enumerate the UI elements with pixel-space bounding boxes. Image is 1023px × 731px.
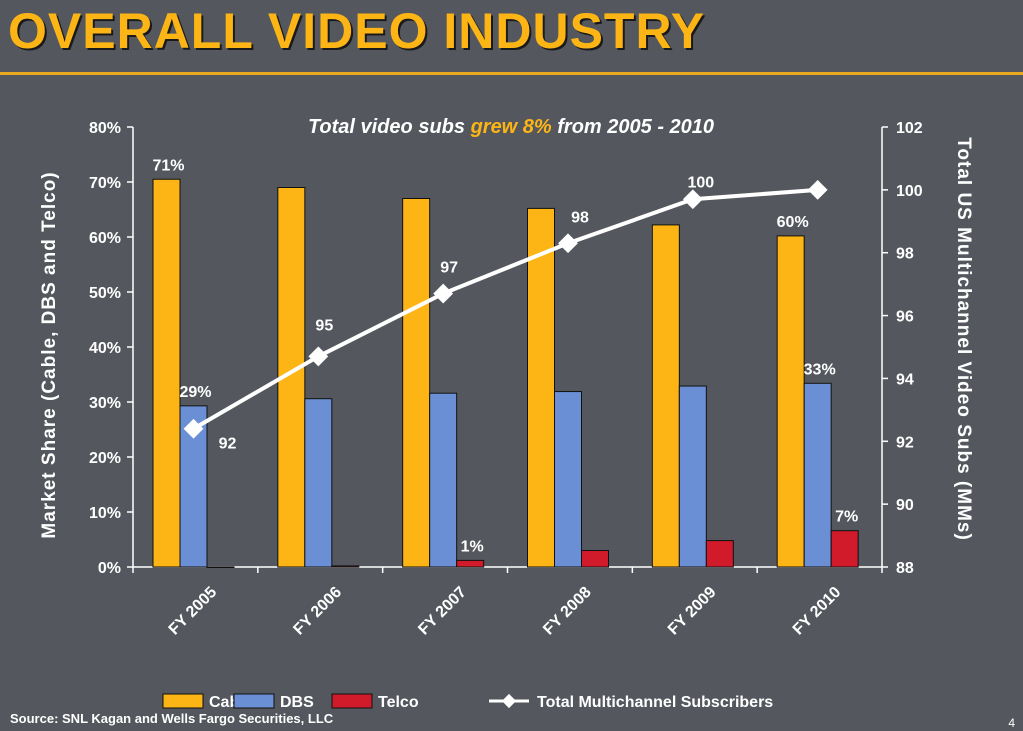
- total-subscribers-label: 97: [440, 260, 458, 277]
- chart-subtitle-part: Total video subs: [308, 116, 471, 138]
- legend-total-marker: [501, 693, 517, 709]
- left-tick-label: 50%: [89, 285, 121, 302]
- total-subscribers-point: [183, 418, 204, 439]
- total-subscribers-label: 92: [219, 436, 237, 453]
- total-subscribers-point: [558, 233, 578, 254]
- dbs-bar: [304, 398, 333, 568]
- right-tick-label: 92: [896, 434, 914, 451]
- total-subscribers-label: 95: [315, 317, 333, 334]
- legend-dbs-swatch: [233, 693, 275, 709]
- dbs-bar: [179, 405, 208, 568]
- total-subscribers-point: [807, 179, 828, 200]
- left-tick-label: 80%: [89, 120, 121, 137]
- telco-bar-label: 1%: [461, 538, 484, 555]
- dbs-bar-label: 33%: [804, 361, 836, 378]
- cable-bar: [776, 235, 805, 568]
- title-divider: [0, 72, 1023, 75]
- telco-bar: [581, 550, 609, 568]
- legend-dbs-label: DBS: [280, 694, 314, 711]
- x-tick-label: FY 2007: [415, 584, 470, 639]
- telco-bar: [705, 540, 734, 568]
- right-axis-title: Total US Multichannel Video Subs (MMs): [953, 137, 974, 541]
- right-tick-label: 90: [896, 497, 914, 514]
- left-tick-label: 20%: [89, 450, 121, 467]
- chart-subtitle: Total video subs grew 8% from 2005 - 201…: [308, 116, 714, 138]
- chart-subtitle-part: grew 8%: [470, 116, 552, 138]
- left-tick-label: 10%: [89, 505, 121, 522]
- right-tick-label: 94: [896, 371, 914, 388]
- right-tick-label: 100: [896, 183, 923, 200]
- total-subscribers-point: [682, 189, 703, 210]
- total-subscribers-point: [433, 283, 454, 304]
- left-tick-label: 40%: [89, 340, 121, 357]
- legend-cable-swatch: [162, 693, 204, 709]
- right-tick-label: 102: [896, 120, 923, 137]
- chart-subtitle-part: from 2005 - 2010: [552, 116, 714, 138]
- cable-bar: [527, 207, 555, 568]
- page-number: 4: [1008, 716, 1015, 730]
- left-tick-label: 0%: [98, 560, 121, 577]
- x-tick-label: FY 2006: [290, 584, 345, 639]
- left-axis-title: Market Share (Cable, DBS and Telco): [39, 171, 60, 538]
- total-subscribers-label: 100: [687, 174, 714, 191]
- right-tick-label: 98: [896, 246, 914, 263]
- total-subscribers-label: 98: [571, 209, 589, 226]
- cable-bar: [152, 178, 181, 568]
- left-tick-label: 70%: [89, 175, 121, 192]
- dbs-bar-label: 29%: [179, 384, 211, 401]
- cable-bar: [651, 224, 680, 568]
- telco-bar: [206, 566, 235, 568]
- x-tick-label: FY 2010: [790, 584, 845, 639]
- legend-telco-label: Telco: [378, 694, 419, 711]
- x-tick-label: FY 2008: [540, 584, 595, 639]
- slide-title: OVERALL VIDEO INDUSTRY: [8, 3, 706, 59]
- legend-telco-swatch: [331, 693, 373, 709]
- dbs-bar: [678, 385, 707, 568]
- cable-bar-label: 60%: [777, 214, 809, 231]
- telco-bar: [331, 565, 360, 568]
- right-tick-label: 88: [896, 560, 914, 577]
- dbs-bar: [429, 392, 458, 568]
- left-tick-label: 60%: [89, 230, 121, 247]
- x-tick-label: FY 2009: [665, 584, 720, 639]
- x-tick-label: FY 2005: [166, 584, 221, 639]
- total-subscribers-line: [192, 187, 818, 431]
- left-tick-label: 30%: [89, 395, 121, 412]
- telco-bar: [830, 530, 859, 568]
- cable-bar-label: 71%: [152, 157, 184, 174]
- right-tick-label: 96: [896, 309, 914, 326]
- dbs-bar: [554, 391, 582, 568]
- telco-bar-label: 7%: [835, 509, 858, 526]
- source-note: Source: SNL Kagan and Wells Fargo Securi…: [10, 711, 334, 726]
- legend-total-label: Total Multichannel Subscribers: [537, 694, 773, 711]
- cable-bar: [402, 198, 431, 568]
- dbs-bar: [803, 382, 832, 568]
- telco-bar: [456, 559, 485, 568]
- total-subscribers-point: [308, 346, 329, 367]
